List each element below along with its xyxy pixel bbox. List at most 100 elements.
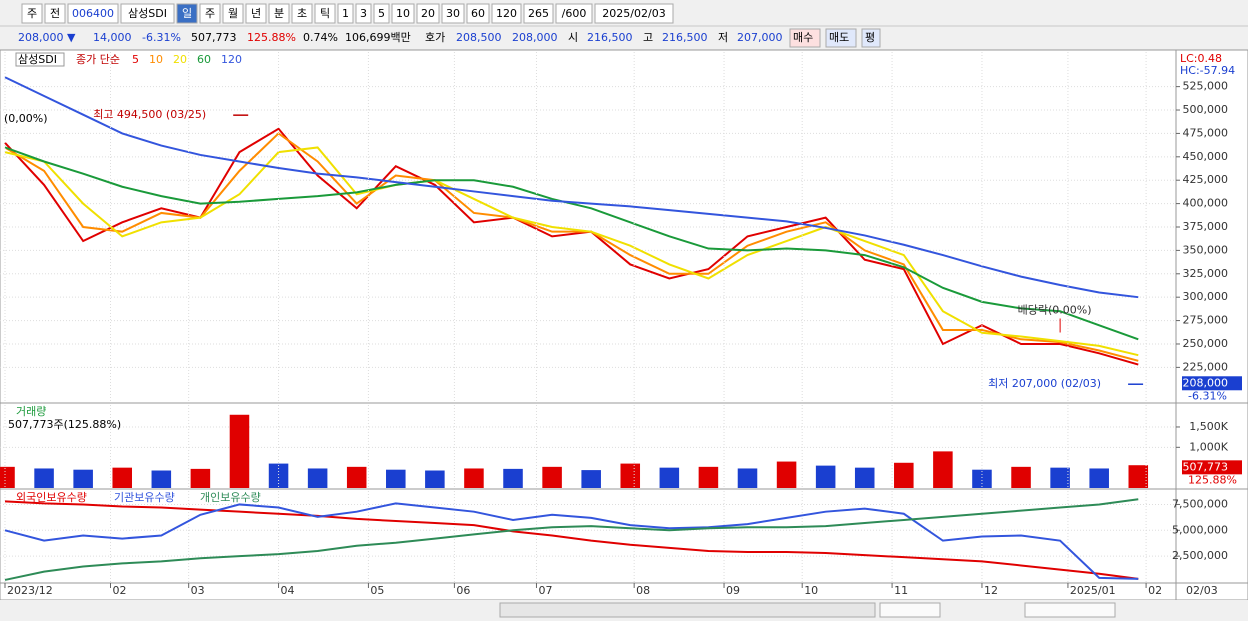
toolbar-label: 10 (396, 7, 410, 20)
series-line (4, 146, 1139, 357)
volume-bar (346, 466, 367, 488)
toolbar-button[interactable] (441, 3, 465, 24)
annotation: 최저 207,000 (02/03) (988, 377, 1101, 390)
legend-entry: 외국인보유수량 (16, 491, 87, 504)
toolbar-button[interactable] (416, 3, 440, 24)
volume-bar (1011, 466, 1031, 488)
legend-label: 종가 단순 (76, 53, 120, 66)
info-text: 고 (643, 31, 653, 44)
y-tick-label: 350,000 (1183, 243, 1229, 256)
info-text: 207,000 (737, 31, 783, 44)
toolbar-button[interactable] (523, 3, 554, 24)
zoom-buttons[interactable] (1024, 602, 1116, 618)
info-text: 216,500 (662, 31, 708, 44)
info-text: 저 (718, 31, 728, 44)
toolbar-button[interactable] (373, 3, 390, 24)
toolbar-button[interactable] (67, 3, 119, 24)
toolbar-button[interactable] (391, 3, 415, 24)
toolbar-button[interactable] (199, 3, 221, 24)
info-button[interactable] (789, 28, 821, 48)
chart-frame (0, 49, 1248, 601)
y-tick-label: 425,000 (1183, 173, 1229, 186)
y-tick-label: 250,000 (1183, 337, 1229, 350)
toolbar-button[interactable] (355, 3, 372, 24)
legend-entry: 120 (221, 53, 242, 66)
toolbar-button[interactable] (21, 3, 43, 24)
legend-box (15, 52, 65, 67)
info-text: 시 (568, 31, 578, 44)
toolbar-label: 월 (228, 7, 238, 20)
toolbar-button[interactable] (44, 3, 66, 24)
toolbar-label: /600 (562, 7, 587, 20)
change-label: 125.88% (1188, 473, 1237, 486)
x-end-label: 02/03 (1186, 584, 1218, 597)
series-line (4, 498, 1139, 581)
y-tick-label: 375,000 (1183, 220, 1229, 233)
change-label: -6.31% (1188, 389, 1227, 402)
volume-bar (659, 467, 680, 488)
y-tick-label: 475,000 (1183, 126, 1229, 139)
info-text: 208,000 ▼ (18, 31, 76, 44)
panel-title: 거래량 (16, 405, 46, 418)
y-tick-label: 225,000 (1183, 360, 1229, 373)
info-button[interactable] (861, 28, 881, 48)
volume-bar (307, 468, 328, 488)
info-text: 507,773 (191, 31, 237, 44)
y-tick-label: 500,000 (1183, 103, 1229, 116)
toolbar-button[interactable] (120, 3, 175, 24)
info-button[interactable] (825, 28, 857, 48)
toolbar-button[interactable] (337, 3, 354, 24)
x-tick-label: 02 (113, 584, 127, 597)
toolbar-button[interactable] (268, 3, 290, 24)
volume-bar (815, 465, 836, 488)
x-tick-label: 09 (726, 584, 740, 597)
toolbar-label: 2025/02/03 (602, 7, 665, 20)
toolbar-label: 주 (27, 7, 37, 20)
x-tick-label: 10 (804, 584, 818, 597)
x-tick-label: 02 (1148, 584, 1162, 597)
series-line (4, 132, 1139, 362)
toolbar-label: 1 (342, 7, 349, 20)
toolbar-label: 삼성SDI (128, 7, 167, 20)
legend-entry: 기관보유수량 (114, 491, 175, 504)
right-label: HC:-57.94 (1180, 64, 1235, 77)
toolbar-label: 30 (446, 7, 460, 20)
playback-buttons[interactable] (879, 602, 1116, 618)
toolbar-label: 5 (378, 7, 385, 20)
x-tick-label: 11 (894, 584, 908, 597)
volume-bar (894, 462, 914, 488)
toolbar-button[interactable] (291, 3, 313, 24)
toolbar-button[interactable] (314, 3, 336, 24)
buttons[interactable] (879, 602, 941, 618)
volume-bar (73, 469, 93, 488)
toolbar-label: 일 (182, 6, 192, 20)
volume-bar (503, 468, 523, 488)
series-line (4, 500, 1139, 580)
volume-bar (34, 468, 54, 488)
y-tick-label: 1,500K (1189, 420, 1228, 433)
toolbar-button[interactable] (245, 3, 267, 24)
volume-bar (112, 467, 133, 488)
toolbar-button[interactable] (466, 3, 490, 24)
toolbar-label: 3 (360, 7, 367, 20)
last-value-box (1182, 376, 1242, 391)
volume-bar (933, 451, 953, 488)
info-text: 208,500 (456, 31, 502, 44)
toolbar-button[interactable] (222, 3, 244, 24)
toolbar-button[interactable] (176, 3, 198, 24)
toolbar-button[interactable] (491, 3, 522, 24)
info-text: 208,000 (512, 31, 558, 44)
scroll-thumb[interactable] (499, 602, 876, 618)
y-tick-label: 275,000 (1183, 314, 1229, 327)
toolbar-button[interactable] (555, 3, 593, 24)
y-tick-label: 400,000 (1183, 197, 1229, 210)
y-tick-label: 2,500,000 (1172, 549, 1228, 562)
x-tick-label: 08 (636, 584, 650, 597)
toolbar-label: 265 (528, 7, 549, 20)
y-tick-label: 300,000 (1183, 290, 1229, 303)
toolbar-button[interactable] (594, 3, 674, 24)
toolbar-label: 초 (297, 7, 307, 20)
last-value-box (1182, 460, 1242, 475)
